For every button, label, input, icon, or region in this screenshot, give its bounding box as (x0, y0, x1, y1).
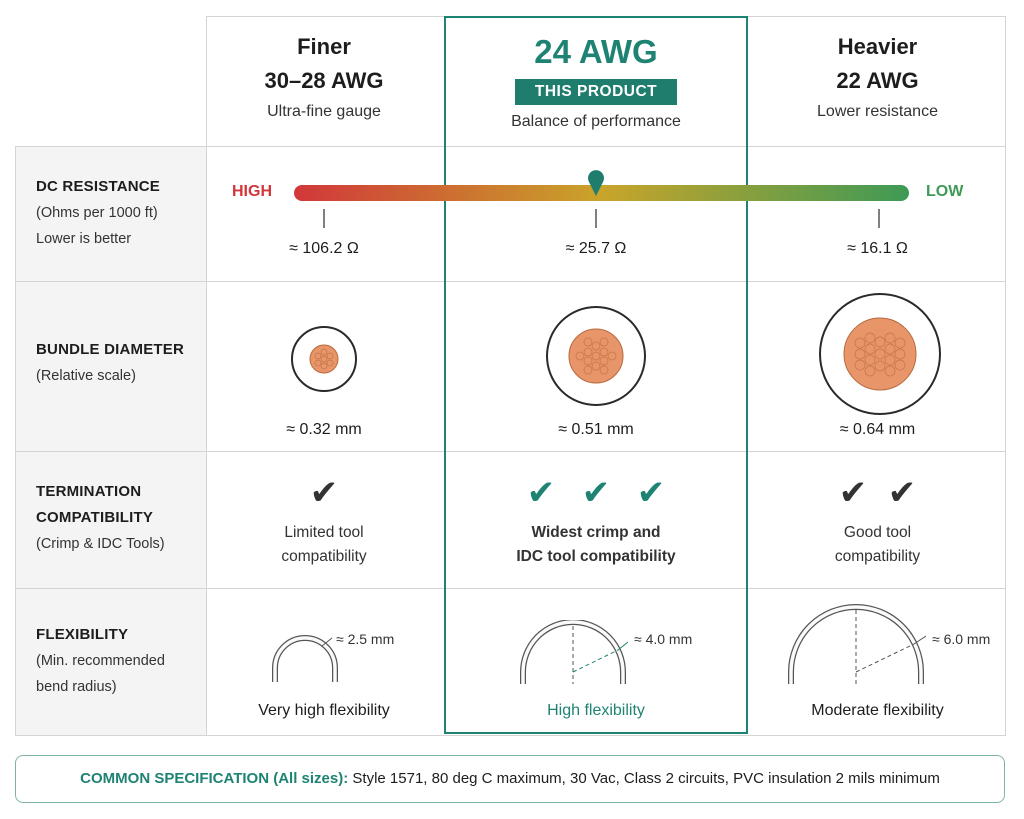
termination-note-heavier: Good tool compatibility (750, 521, 1005, 569)
grid-line-2 (15, 281, 1005, 282)
column-title: Heavier (837, 34, 918, 59)
bundle-icon-finer (291, 326, 357, 392)
bend-icon-heavier (788, 604, 926, 684)
row-label-diameter: BUNDLE DIAMETER (Relative scale) (36, 337, 201, 389)
gradient-bar (294, 185, 909, 201)
checkmark-icon: ✔ (887, 474, 917, 512)
row-subtitle: (Crimp & IDC Tools) (36, 536, 165, 552)
bend-icon-product (520, 620, 628, 684)
row-subtitle: bend radius) (36, 679, 117, 695)
checkmark-icon: ✔ (838, 474, 868, 512)
checkmark-icon: ✔ (581, 474, 611, 512)
this-product-badge: THIS PRODUCT (515, 79, 677, 105)
diameter-value-finer: ≈ 0.32 mm (286, 421, 362, 438)
column-gauge: 30–28 AWG (264, 68, 384, 93)
resistance-low-label: LOW (926, 183, 964, 200)
product-gauge: 24 AWG (534, 33, 658, 70)
row-subtitle: (Relative scale) (36, 368, 136, 384)
bundle-icon-product (546, 306, 646, 406)
note-line: Limited tool (284, 524, 364, 541)
note-line: compatibility (834, 548, 921, 565)
flexibility-note-finer: Very high flexibility (258, 702, 390, 719)
resistance-high-label: HIGH (232, 183, 272, 200)
note-line: Widest crimp and (531, 524, 661, 541)
checkmark-icon: ✔ (526, 474, 556, 512)
diameter-value-product: ≈ 0.51 mm (558, 421, 634, 438)
row-title: FLEXIBILITY (36, 626, 129, 643)
row-title: BUNDLE DIAMETER (36, 341, 184, 358)
column-header-this-product: 24 AWG (446, 32, 746, 72)
note-line: compatibility (281, 548, 367, 565)
row-subtitle: (Min. recommended (36, 653, 165, 669)
resistance-value-product: ≈ 25.7 Ω (565, 240, 627, 257)
note-line: IDC tool compatibility (516, 548, 676, 565)
column-subtitle: Ultra-fine gauge (267, 103, 381, 120)
diameter-value-heavier: ≈ 0.64 mm (839, 421, 916, 438)
note-line: Good tool (843, 524, 912, 541)
bend-radius-finer: ≈ 2.5 mm (336, 631, 395, 647)
this-product-highlight (444, 16, 748, 734)
row-label-column-bg (15, 146, 206, 736)
grid-line-right (1005, 16, 1006, 736)
row-label-termination: TERMINATION COMPATIBILITY (Crimp & IDC T… (36, 479, 201, 557)
resistance-value-finer: ≈ 106.2 Ω (289, 240, 359, 257)
grid-line-bottom (15, 735, 1005, 736)
column-title: Finer (297, 34, 351, 59)
bend-radius-product: ≈ 4.0 mm (634, 631, 693, 647)
resistance-marker-pin (588, 170, 604, 196)
column-subtitle: Lower resistance (817, 103, 938, 120)
product-subtitle: Balance of performance (511, 113, 681, 130)
grid-line-4 (15, 588, 1005, 589)
row-label-resistance: DC RESISTANCE (Ohms per 1000 ft) Lower i… (36, 174, 201, 252)
row-title: DC RESISTANCE (36, 178, 160, 195)
check-icons-finer: ✔ (206, 476, 442, 510)
flexibility-note-heavier: Moderate flexibility (811, 702, 944, 719)
row-title: TERMINATION (36, 483, 142, 500)
flexibility-note-product: High flexibility (547, 702, 645, 719)
row-subtitle: (Ohms per 1000 ft) (36, 205, 158, 221)
bundle-icon-heavier (819, 293, 941, 415)
termination-note-finer: Limited tool compatibility (206, 521, 442, 569)
grid-line-3 (15, 451, 1005, 452)
column-header-finer: Finer 30–28 AWG Ultra-fine gauge (206, 30, 442, 121)
grid-line-col1 (206, 16, 207, 736)
termination-note-product: Widest crimp and IDC tool compatibility (446, 521, 746, 569)
check-icons-product: ✔ ✔ ✔ (446, 476, 746, 510)
column-gauge: 22 AWG (836, 68, 919, 93)
checkmark-icon: ✔ (636, 474, 666, 512)
grid-line-1 (15, 146, 1005, 147)
common-specification-box: COMMON SPECIFICATION (All sizes): Style … (15, 755, 1005, 803)
common-spec-label: COMMON SPECIFICATION (All sizes): (80, 770, 349, 787)
column-header-heavier: Heavier 22 AWG Lower resistance (750, 30, 1005, 121)
check-icons-heavier: ✔ ✔ (750, 476, 1005, 510)
grid-line-left (15, 146, 16, 736)
row-subtitle: Lower is better (36, 231, 132, 247)
common-spec-text: Style 1571, 80 deg C maximum, 30 Vac, Cl… (348, 770, 940, 787)
resistance-gradient-bar (294, 170, 909, 228)
row-title: COMPATIBILITY (36, 509, 154, 526)
resistance-value-heavier: ≈ 16.1 Ω (847, 240, 908, 257)
bend-icon-finer (272, 635, 338, 682)
checkmark-icon: ✔ (309, 474, 339, 512)
bend-radius-heavier: ≈ 6.0 mm (932, 631, 991, 647)
row-label-flexibility: FLEXIBILITY (Min. recommended bend radiu… (36, 622, 201, 700)
